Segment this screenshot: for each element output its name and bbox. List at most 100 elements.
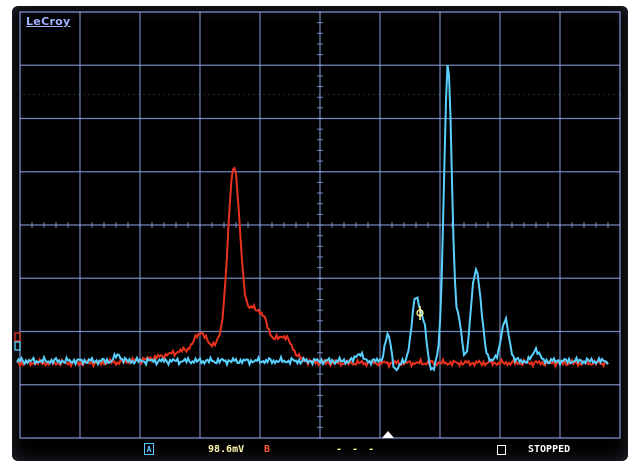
dotted-marker [568,93,570,96]
dotted-marker [558,93,560,96]
dotted-marker [593,93,595,96]
dotted-marker [518,93,520,96]
dotted-marker [508,93,510,96]
dotted-marker [233,93,235,96]
dotted-marker [83,93,85,96]
dotted-marker [543,93,545,96]
dotted-marker [163,93,165,96]
dotted-marker [433,93,435,96]
dotted-marker [43,93,45,96]
dotted-marker [368,93,370,96]
dotted-marker [123,93,125,96]
dotted-marker [228,93,230,96]
trace-a-waveform [16,65,609,372]
dotted-marker [423,93,425,96]
dotted-marker [573,93,575,96]
dotted-marker [23,93,25,96]
dotted-marker [533,93,535,96]
dotted-marker [238,93,240,96]
dotted-marker [208,93,210,96]
dotted-marker [473,93,475,96]
dotted-marker [398,93,400,96]
dotted-marker [328,93,330,96]
dotted-marker [178,93,180,96]
trace-b-waveform [16,166,609,370]
dotted-marker [603,93,605,96]
dotted-marker [468,93,470,96]
dotted-marker [108,93,110,96]
dotted-marker [38,93,40,96]
dotted-marker [438,93,440,96]
channel-b-marker [14,332,21,342]
dotted-marker [98,93,100,96]
dotted-marker [358,93,360,96]
dotted-marker [128,93,130,96]
dotted-marker [393,93,395,96]
dotted-marker [478,93,480,96]
dotted-marker [548,93,550,96]
dotted-marker [588,93,590,96]
dotted-marker [318,93,320,96]
dotted-marker [498,93,500,96]
dotted-marker [308,93,310,96]
dotted-marker [153,93,155,96]
dotted-marker [343,93,345,96]
dotted-marker [413,93,415,96]
dotted-marker [373,93,375,96]
channel-a-marker [14,341,21,351]
dotted-marker [403,93,405,96]
dotted-marker [338,93,340,96]
waveform-display [14,11,621,439]
dotted-marker [563,93,565,96]
dotted-marker [483,93,485,96]
dotted-marker [463,93,465,96]
channel-b-indicator[interactable]: B [264,444,271,455]
status-bar: A 98.6mV B - - - STOPPED [12,440,628,461]
dotted-marker [388,93,390,96]
dotted-marker [608,93,610,96]
dotted-marker [263,93,265,96]
dotted-marker [198,93,200,96]
scope-screen: LeCroy A 98.6mV B - - - STOPPED [12,6,628,461]
dotted-marker [278,93,280,96]
dotted-marker [28,93,30,96]
dotted-marker [363,93,365,96]
dotted-marker [63,93,65,96]
dotted-marker [618,93,620,96]
dotted-marker [173,93,175,96]
dotted-marker [223,93,225,96]
dotted-marker [333,93,335,96]
dotted-marker [248,93,250,96]
dotted-marker [143,93,145,96]
dotted-marker [553,93,555,96]
dotted-marker [213,93,215,96]
dotted-marker [103,93,105,96]
dotted-marker [253,93,255,96]
dotted-marker [148,93,150,96]
dotted-marker [118,93,120,96]
dotted-marker [458,93,460,96]
channel-a-indicator[interactable]: A [144,443,154,455]
dotted-marker [283,93,285,96]
dotted-marker [88,93,90,96]
dotted-marker [418,93,420,96]
dotted-marker [203,93,205,96]
dotted-marker [513,93,515,96]
dotted-marker [378,93,380,96]
dotted-marker [443,93,445,96]
trigger-level-dashes: - - - [336,444,377,455]
dotted-marker [493,93,495,96]
acquisition-state: STOPPED [528,444,571,455]
dotted-marker [383,93,385,96]
dotted-marker [613,93,615,96]
dotted-marker [313,93,315,96]
dotted-marker [53,93,55,96]
dotted-marker [268,93,270,96]
dotted-marker [503,93,505,96]
dotted-marker [293,93,295,96]
brand-logo: LeCroy [26,15,71,28]
dotted-marker [598,93,600,96]
dotted-marker [258,93,260,96]
dotted-marker [158,93,160,96]
